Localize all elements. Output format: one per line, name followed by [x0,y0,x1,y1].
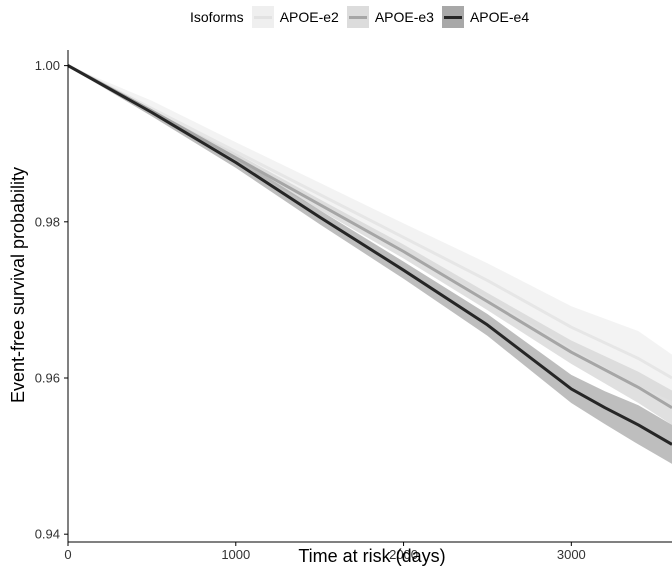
legend-key-apoe-e3 [346,6,369,28]
line-apoe-e4 [67,64,672,446]
legend-item-apoe-e3: APOE-e3 [346,6,434,28]
x-tick-label: 3000 [557,547,586,562]
legend-key-apoe-e4 [441,6,464,28]
y-tick-label: 0.96 [35,371,60,386]
x-axis-label: Time at risk (days) [298,546,445,566]
legend-title: Isoforms [190,9,244,25]
survival-curves [67,64,672,446]
legend-label-apoe-e2: APOE-e2 [279,9,339,25]
legend-label-apoe-e4: APOE-e4 [469,9,530,25]
y-tick-label: 0.94 [35,527,60,542]
legend-key-apoe-e2 [251,6,274,28]
y-axis-label: Event-free survival probability [8,167,28,403]
legend: Isoforms APOE-e2 APOE-e3 APOE-e4 [190,4,537,30]
legend-item-apoe-e4: APOE-e4 [441,6,530,28]
legend-item-apoe-e2: APOE-e2 [251,6,339,28]
axes: 0 1000 2000 3000 0.94 0.96 0.98 1.00 [35,50,672,562]
confidence-bands [68,65,672,464]
y-tick-label: 1.00 [35,58,60,73]
line-apoe-e3 [67,64,672,409]
band-apoe-e4 [68,65,672,464]
x-tick-label: 0 [64,547,71,562]
legend-label-apoe-e3: APOE-e3 [374,9,434,25]
x-tick-label: 1000 [221,547,250,562]
line-apoe-e2 [67,64,672,380]
y-tick-label: 0.98 [35,214,60,229]
x-tick-label: 2000 [389,547,418,562]
